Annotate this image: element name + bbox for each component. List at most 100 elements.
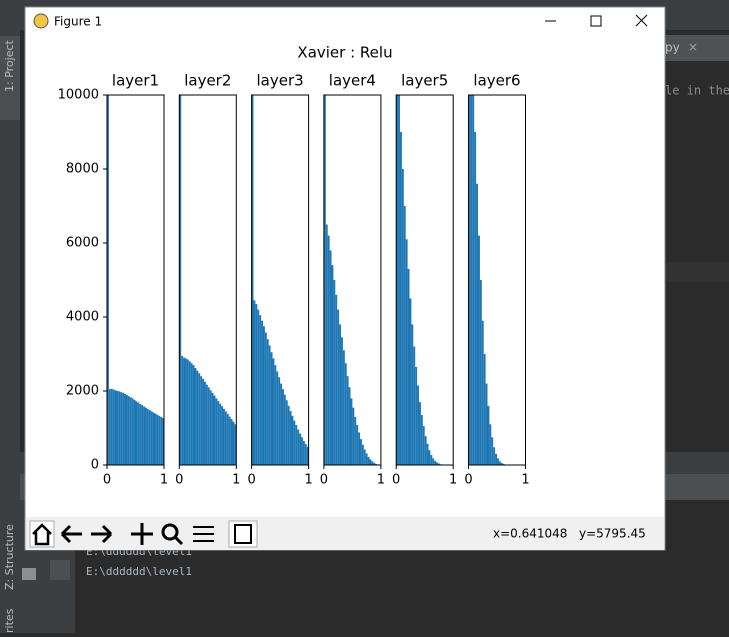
bar — [331, 265, 333, 465]
bar — [408, 269, 410, 465]
bar — [136, 401, 138, 465]
y-tick-label: 0 — [91, 458, 99, 473]
bar — [326, 225, 328, 466]
bar — [429, 450, 431, 465]
tab-label[interactable]: py — [665, 41, 680, 55]
bar — [413, 347, 415, 465]
bar — [478, 236, 480, 465]
bar — [117, 391, 119, 465]
bar — [118, 391, 120, 465]
bar — [411, 324, 413, 465]
bar — [406, 239, 408, 465]
bar — [195, 368, 197, 465]
bar — [231, 419, 233, 465]
bar — [330, 250, 332, 465]
bar — [343, 350, 345, 465]
bar — [202, 379, 204, 465]
bar — [415, 367, 417, 465]
bar — [347, 376, 349, 465]
console-line: E:\dddddd\level1 — [86, 565, 192, 578]
bar — [217, 401, 219, 465]
tab-close[interactable]: ✕ — [688, 41, 698, 55]
bar — [476, 184, 478, 465]
bar — [191, 363, 193, 465]
bar — [487, 406, 489, 465]
bar — [141, 405, 143, 465]
bar — [360, 439, 362, 465]
bar — [286, 400, 288, 465]
bar — [491, 437, 493, 465]
bar — [489, 424, 491, 465]
bar — [273, 358, 275, 465]
bar — [193, 365, 195, 465]
bar — [257, 310, 259, 465]
bar — [156, 415, 158, 465]
subplot-title: layer5 — [401, 72, 448, 90]
bar — [339, 324, 341, 465]
bar — [274, 365, 276, 465]
bar — [259, 315, 261, 465]
bar — [423, 426, 425, 465]
y-tick-label: 6000 — [66, 236, 99, 251]
console-button[interactable] — [50, 560, 70, 580]
sidebar-label[interactable]: Z: Structure — [3, 524, 16, 590]
bar — [210, 390, 212, 465]
bar — [356, 425, 358, 465]
bar — [371, 461, 373, 465]
bar — [223, 409, 225, 465]
bar — [358, 432, 360, 465]
bar — [305, 444, 307, 465]
bar — [470, 95, 472, 465]
subplot-title: layer2 — [184, 72, 231, 90]
x-tick-label: 1 — [232, 473, 240, 488]
bar — [349, 387, 351, 465]
bar — [278, 377, 280, 465]
x-tick-label: 1 — [449, 473, 457, 488]
bar — [280, 384, 282, 465]
bar — [417, 385, 419, 465]
bar — [261, 321, 263, 465]
subplot-title: layer1 — [112, 72, 159, 90]
bar — [134, 400, 136, 465]
bar — [219, 404, 221, 465]
suptitle: Xavier : Relu — [297, 44, 392, 62]
bar — [434, 461, 436, 465]
y-tick-label: 4000 — [66, 310, 99, 325]
y-tick-label: 8000 — [66, 162, 99, 177]
bar — [493, 447, 495, 465]
bar — [271, 352, 273, 465]
console-icon[interactable] — [22, 568, 36, 580]
x-tick-label: 0 — [103, 473, 111, 488]
bar — [185, 358, 187, 465]
bar — [122, 393, 124, 465]
bar — [337, 310, 339, 465]
bar — [113, 390, 115, 465]
subplot-title: layer4 — [329, 72, 376, 90]
status-x: x=0.641048 — [493, 527, 567, 541]
bar — [158, 416, 160, 465]
sidebar-label[interactable]: rites — [3, 608, 16, 633]
bar — [132, 398, 134, 465]
subplot-title: layer6 — [473, 72, 520, 90]
subplot-title: layer3 — [257, 72, 304, 90]
bar — [120, 392, 122, 465]
bar — [328, 236, 330, 465]
bar — [419, 402, 421, 465]
bar — [160, 417, 162, 465]
bar — [145, 408, 147, 465]
x-tick-label: 0 — [247, 473, 255, 488]
bar — [111, 389, 113, 465]
bar — [181, 356, 183, 465]
bar — [499, 461, 501, 465]
bar — [183, 358, 185, 465]
bar — [402, 169, 404, 465]
sidebar-label[interactable]: 1: Project — [3, 39, 16, 92]
bar — [153, 412, 155, 465]
bar — [253, 300, 255, 465]
bar — [149, 410, 151, 465]
bar — [284, 395, 286, 465]
bar — [421, 415, 423, 465]
bar — [232, 422, 234, 465]
y-tick-label: 2000 — [66, 384, 99, 399]
